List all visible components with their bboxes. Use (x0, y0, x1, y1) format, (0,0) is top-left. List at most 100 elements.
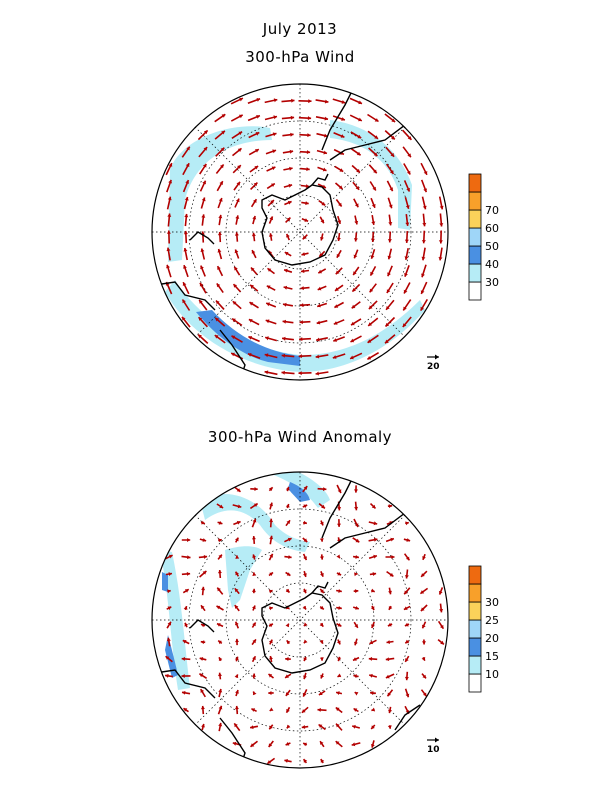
wind-vector (302, 588, 307, 594)
wind-vector (234, 674, 239, 679)
wind-vector (404, 688, 410, 698)
wind-vector (233, 266, 241, 276)
wind-vector (269, 655, 273, 663)
wind-vector (231, 335, 243, 343)
wind-vector (166, 264, 172, 278)
wind-vector (285, 571, 291, 577)
wind-vector (199, 180, 207, 192)
wind-vector (268, 486, 274, 492)
wind-vector (333, 132, 345, 138)
wind-vector (200, 640, 206, 645)
wind-vector (166, 196, 172, 210)
wind-vector (200, 520, 206, 525)
colorbar-swatch (468, 583, 482, 603)
wind-vector (201, 214, 206, 226)
wind-vector (420, 689, 428, 697)
wind-vector (405, 521, 409, 526)
wind-vector (403, 163, 411, 175)
wind-vector (336, 554, 341, 559)
panel-2-colorbar: 10 15 20 25 30 (468, 565, 499, 693)
wind-vector (251, 518, 257, 528)
panel-2-reference-vector: 10 (427, 737, 440, 755)
wind-vector (351, 301, 361, 309)
wind-vector (371, 214, 376, 226)
wind-vector (247, 114, 261, 122)
wind-vector (284, 200, 292, 206)
wind-vector (252, 215, 257, 225)
wind-vector (367, 334, 379, 344)
wind-vector (252, 605, 256, 611)
panel-1-graticule (152, 84, 448, 380)
wind-vector (370, 588, 376, 593)
panel-2-map-border (151, 471, 449, 769)
wind-vector (354, 501, 359, 511)
wind-vector (332, 98, 346, 104)
wind-vector (165, 572, 173, 576)
wind-vector (404, 569, 409, 579)
wind-vector (283, 183, 293, 188)
wind-vector (420, 604, 428, 612)
wind-vector (217, 554, 223, 560)
wind-vector (386, 570, 394, 578)
wind-vector (234, 571, 240, 577)
wind-vector (201, 723, 205, 731)
wind-vector (252, 572, 257, 576)
wind-vector (352, 656, 360, 662)
wind-vector (167, 213, 172, 227)
wind-vector (387, 197, 393, 209)
panel-2-shading (160, 472, 330, 690)
wind-vector (248, 148, 260, 156)
wind-vector (334, 301, 344, 309)
wind-vector (165, 162, 173, 176)
wind-vector (350, 318, 362, 326)
wind-vector (232, 147, 242, 157)
wind-vector (352, 555, 360, 559)
wind-vector (268, 216, 274, 224)
wind-vector (247, 352, 261, 360)
wind-vector (233, 520, 241, 526)
wind-vector (370, 691, 376, 695)
wind-vector (215, 300, 225, 310)
wind-vector (234, 249, 240, 259)
wind-vector (248, 131, 260, 139)
wind-vector (281, 115, 295, 120)
wind-vector (385, 163, 395, 175)
wind-vector (438, 247, 443, 261)
wind-vector (233, 181, 241, 191)
wind-vector (421, 673, 427, 679)
wind-vector (332, 353, 346, 359)
wind-vector (387, 622, 393, 627)
wind-vector (267, 267, 275, 275)
wind-vector (249, 284, 259, 292)
wind-vector (404, 671, 409, 681)
wind-vector (181, 299, 191, 311)
wind-vector (334, 284, 344, 292)
wind-vector (300, 269, 310, 274)
wind-vector (285, 706, 291, 714)
wind-vector (368, 147, 378, 157)
wind-vector (402, 129, 412, 141)
panel-1-shading (165, 120, 425, 372)
wind-vector (252, 554, 257, 560)
wind-vector (181, 571, 191, 576)
wind-vector (268, 571, 274, 577)
wind-vector (216, 282, 224, 294)
wind-vector (182, 162, 190, 176)
wind-vector (302, 485, 308, 493)
wind-vector (199, 282, 207, 294)
wind-vector (215, 147, 225, 157)
wind-vector (403, 605, 411, 611)
wind-vector (402, 146, 412, 158)
wind-vector (301, 217, 309, 223)
wind-vector (320, 570, 324, 578)
wind-vector (349, 97, 363, 105)
wind-vector (299, 320, 311, 325)
wind-vector (335, 740, 343, 748)
wind-vector (285, 217, 291, 223)
wind-vector (166, 637, 171, 647)
wind-vector (350, 131, 362, 139)
wind-vector (165, 554, 173, 560)
wind-vector (315, 371, 329, 376)
wind-vector (183, 707, 189, 713)
wind-vector (266, 757, 276, 765)
